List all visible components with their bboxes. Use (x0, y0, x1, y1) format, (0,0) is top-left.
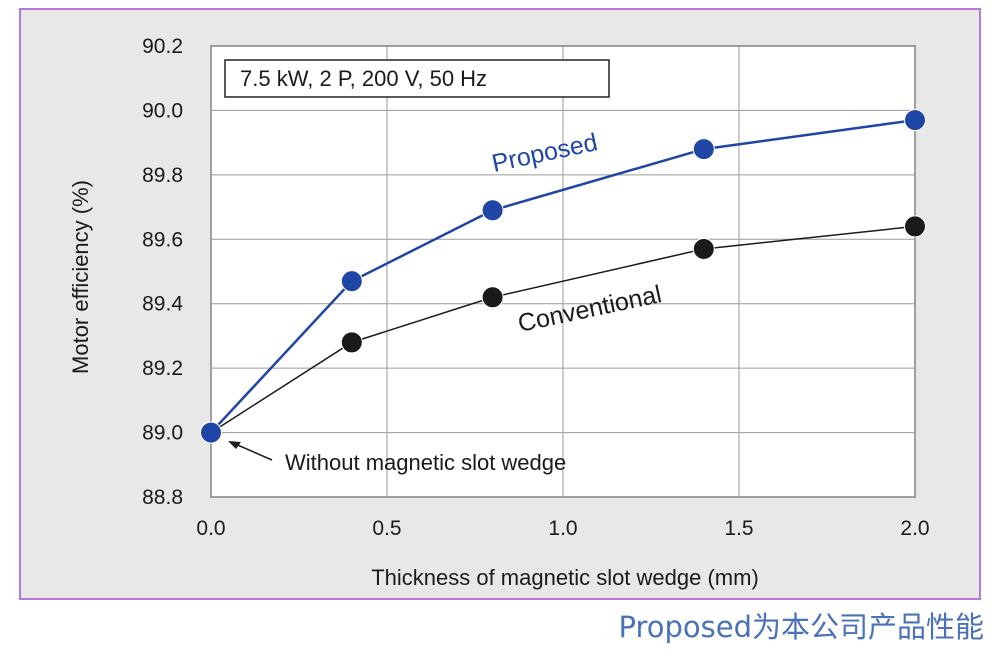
y-tick-label: 90.2 (142, 35, 183, 58)
x-tick-label: 1.0 (548, 517, 577, 540)
y-tick-label: 89.6 (142, 228, 183, 251)
data-point-conventional (340, 331, 363, 354)
annotation-without-wedge: Without magnetic slot wedge (285, 450, 566, 475)
data-point-proposed (904, 109, 926, 132)
series (200, 109, 926, 444)
data-point-proposed (692, 138, 715, 161)
data-point-proposed (481, 199, 504, 222)
y-tick-label: 90.0 (142, 99, 183, 122)
x-axis-label: Thickness of magnetic slot wedge (mm) (371, 565, 759, 590)
axis-ticks: 0.0 0.5 1.0 1.5 2.0 88.8 89.0 89.2 89.4 89.6 89.8 9… (142, 35, 929, 540)
y-tick-label: 89.4 (142, 293, 183, 316)
data-point-conventional (692, 237, 715, 260)
chart-title: 7.5 kW, 2 P, 200 V, 50 Hz (240, 66, 487, 91)
y-tick-label: 89.8 (142, 164, 183, 187)
x-tick-label: 1.5 (724, 517, 753, 540)
annotation-arrow-head (228, 441, 241, 449)
title-box (224, 59, 610, 98)
x-tick-label: 2.0 (900, 517, 929, 540)
y-axis-label: Motor efficiency (%) (68, 180, 93, 374)
data-point-conventional (904, 215, 926, 238)
data-point-proposed (340, 270, 363, 293)
footer-caption: Proposed为本公司产品性能 (618, 610, 984, 644)
annotation-arrow-shaft (232, 442, 273, 461)
data-point-conventional (481, 286, 504, 309)
data-point-proposed (200, 421, 222, 444)
x-tick-label: 0.0 (196, 517, 225, 540)
y-tick-label: 88.8 (142, 486, 183, 509)
y-tick-label: 89.2 (142, 357, 183, 380)
x-tick-label: 0.5 (372, 517, 401, 540)
y-tick-label: 89.0 (142, 422, 183, 445)
